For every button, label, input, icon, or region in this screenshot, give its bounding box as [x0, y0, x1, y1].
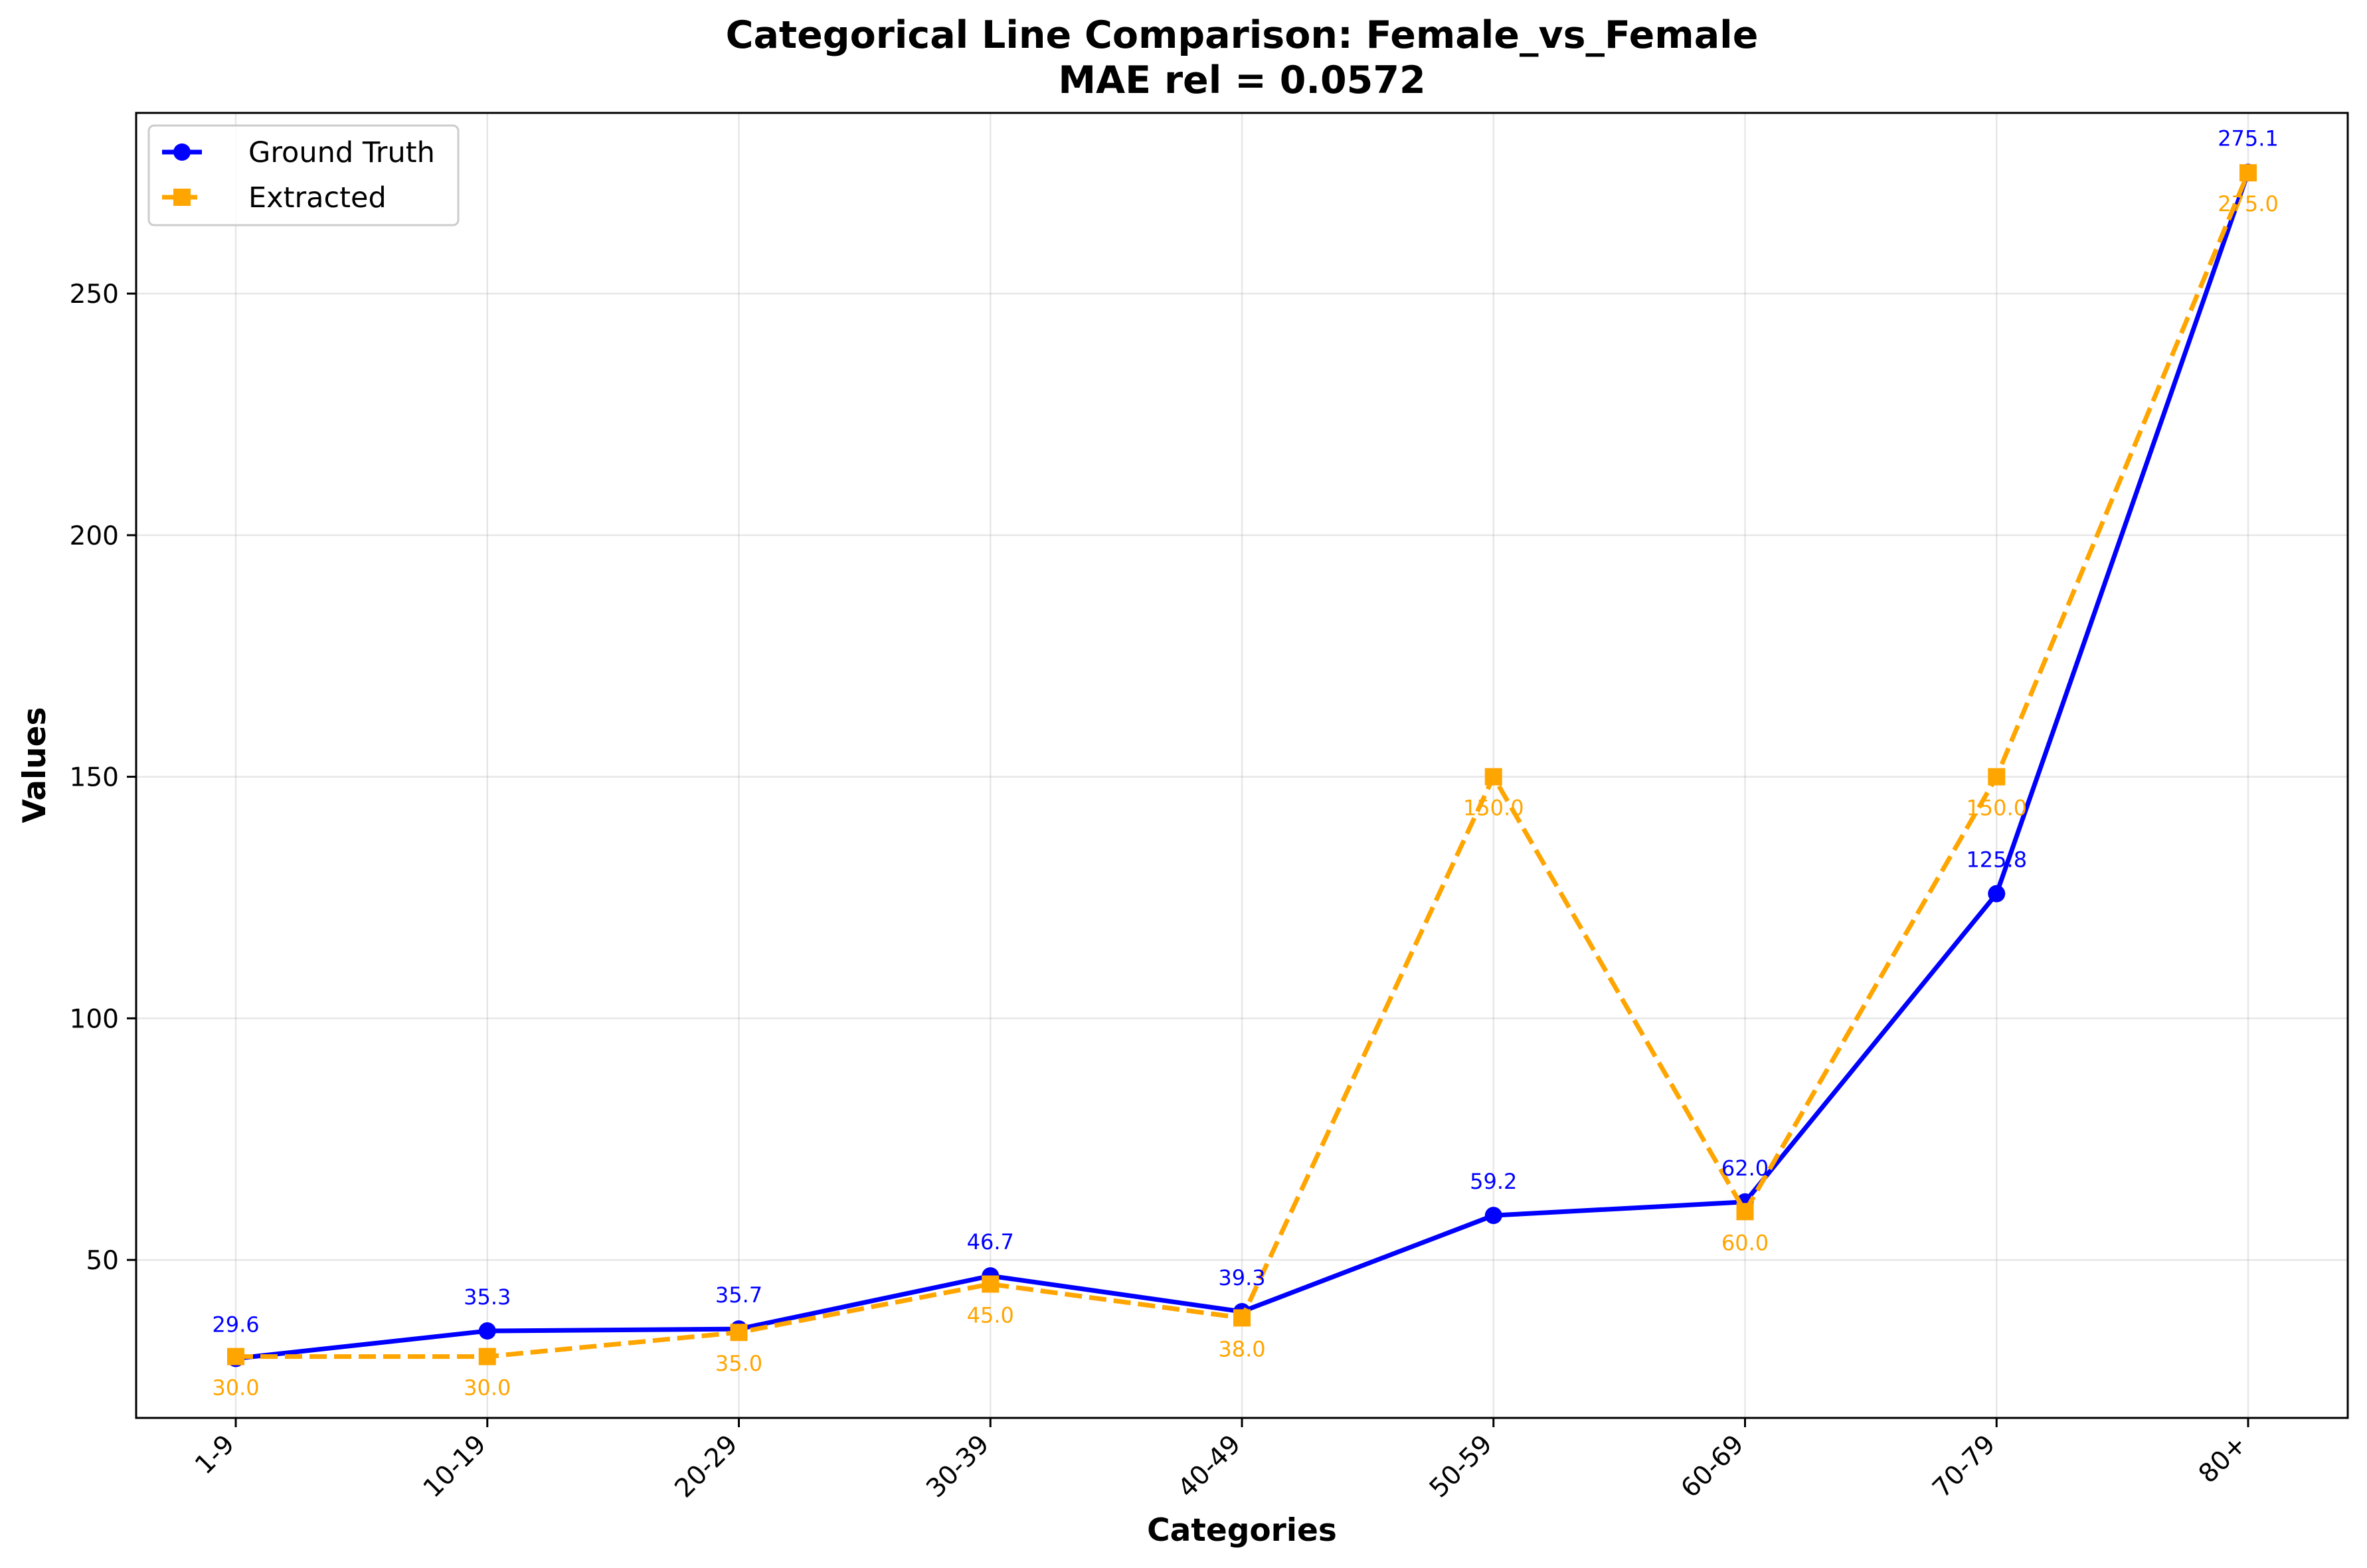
ground-truth-value-label: 35.7 [715, 1282, 762, 1308]
data-labels: 29.6 35.3 35.7 46.7 39.3 59.2 62.0 125.8 275.1 30… [212, 126, 2278, 1400]
chart-subtitle: MAE rel = 0.0572 [1058, 58, 1425, 102]
ground-truth-value-label: 59.2 [1470, 1169, 1517, 1194]
extracted-point [1484, 768, 1502, 786]
extracted-point [730, 1324, 748, 1342]
extracted-point [982, 1275, 1000, 1293]
legend: Ground Truth Extracted [147, 124, 460, 226]
ground-truth-value-label: 39.3 [1218, 1265, 1265, 1290]
y-axis-label: Values [17, 707, 53, 824]
extracted-value-label: 275.0 [2218, 191, 2279, 217]
extracted-value-label: 35.0 [715, 1351, 762, 1376]
extracted-point [1988, 768, 2006, 786]
legend-circle-marker [173, 143, 191, 161]
ground-truth-value-label: 62.0 [1721, 1156, 1769, 1181]
legend-square-marker [173, 189, 191, 206]
extracted-value-label: 30.0 [464, 1375, 511, 1401]
extracted-point [478, 1348, 496, 1365]
y-tick-label: 200 [70, 521, 119, 551]
ground-truth-point [1988, 885, 2006, 903]
extracted-value-label: 150.0 [1966, 796, 2027, 821]
x-axis-label: Categories [1147, 1512, 1337, 1549]
ground-truth-value-label: 125.8 [1966, 847, 2027, 873]
y-tick-label: 250 [70, 280, 119, 309]
ground-truth-value-label: 29.6 [212, 1312, 259, 1338]
legend-items: Ground Truth Extracted [162, 136, 435, 215]
extracted-value-label: 45.0 [967, 1302, 1014, 1328]
legend-label-extracted: Extracted [248, 181, 387, 215]
extracted-point [1233, 1309, 1251, 1327]
chart-title: Categorical Line Comparison: Female_vs_F… [726, 13, 1759, 57]
legend-label-ground-truth: Ground Truth [248, 136, 435, 169]
extracted-point [1736, 1203, 1754, 1221]
legend-box [147, 124, 460, 226]
extracted-point [2239, 164, 2257, 182]
extracted-value-label: 30.0 [212, 1375, 259, 1401]
extracted-point [227, 1348, 244, 1365]
grid [136, 113, 2348, 1418]
y-tick-label: 100 [70, 1004, 119, 1034]
extracted-value-label: 150.0 [1463, 796, 1524, 821]
ground-truth-value-label: 35.3 [464, 1284, 511, 1310]
extracted-value-label: 38.0 [1218, 1336, 1265, 1361]
ground-truth-point [1484, 1207, 1502, 1225]
y-tick-label: 150 [70, 763, 119, 793]
ground-truth-value-label: 275.1 [2218, 126, 2279, 151]
series-layer [227, 163, 2257, 1367]
ground-truth-value-label: 46.7 [967, 1229, 1014, 1255]
ground-truth-point [478, 1322, 496, 1340]
extracted-value-label: 60.0 [1721, 1230, 1769, 1255]
y-tick-label: 50 [86, 1246, 119, 1276]
